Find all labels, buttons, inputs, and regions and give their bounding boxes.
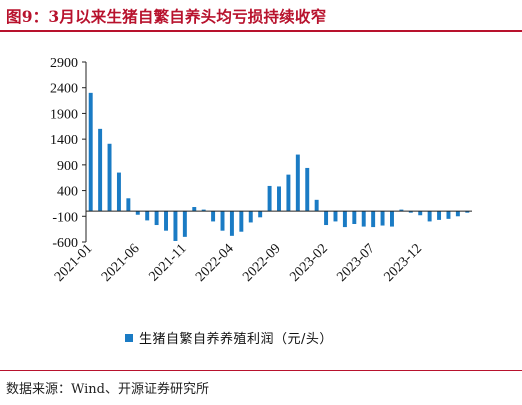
bar-2021-06 (135, 211, 140, 215)
bar-2024-01 (427, 211, 432, 222)
bar-2021-07 (145, 211, 150, 221)
x-tick-label: 2022-09 (240, 241, 284, 285)
bar-2023-03 (333, 211, 338, 222)
bar-2023-08 (380, 211, 385, 226)
bar-2022-03 (220, 211, 225, 231)
bar-2021-05 (126, 198, 131, 212)
bar-2023-11 (408, 211, 413, 213)
chart-title: 图9：3月以来生猪自繁自养头均亏损持续收窄 (6, 7, 327, 26)
profit-bar-chart: 2900 2400 1900 1400 900 400 -100 -600 2021-01 20… (50, 56, 472, 347)
bar-2024-04 (455, 211, 460, 217)
bar-2022-06 (248, 211, 253, 223)
x-tick-label: 2023-07 (334, 241, 378, 285)
bar-2022-11 (295, 154, 300, 212)
bar-2021-01 (88, 92, 93, 212)
x-tick-label: 2021-11 (146, 241, 189, 284)
bar-2021-10 (173, 211, 178, 241)
bar-2023-06 (361, 211, 366, 227)
x-tick-label: 2023-02 (287, 241, 331, 285)
bar-2021-11 (182, 211, 187, 237)
bar-2022-07 (258, 211, 263, 218)
bar-2024-03 (446, 211, 451, 219)
legend-swatch (125, 334, 133, 342)
bar-2023-01 (314, 199, 319, 212)
y-tick-label: -100 (52, 210, 78, 225)
y-tick-label: 2900 (50, 56, 78, 71)
bar-2023-05 (352, 211, 357, 224)
y-tick-label: 1400 (50, 133, 78, 148)
source-note: 数据来源：Wind、开源证券研究所 (6, 382, 209, 397)
bar-2023-10 (399, 209, 404, 212)
bar-2022-02 (211, 211, 216, 222)
bar-2021-09 (164, 211, 168, 231)
title-divider (0, 30, 522, 32)
y-tick-label: -600 (52, 236, 78, 251)
bar-2022-12 (305, 167, 310, 212)
bar-2022-05 (239, 211, 244, 232)
y-tick-label: 2400 (50, 82, 78, 97)
bar-series (88, 92, 470, 241)
source-divider (0, 370, 522, 371)
x-axis: 2021-01 2021-06 2021-11 2022-04 2022-09 2023-… (52, 210, 472, 285)
bar-2022-04 (229, 211, 234, 236)
bar-2023-09 (390, 211, 394, 227)
bar-2023-02 (324, 211, 329, 226)
bar-2023-04 (342, 211, 347, 228)
bar-2021-03 (107, 143, 112, 212)
bar-2022-01 (201, 209, 206, 212)
x-tick-label: 2022-04 (193, 241, 237, 285)
bar-2024-02 (437, 211, 442, 220)
bar-2021-08 (154, 211, 159, 226)
y-axis: 2900 2400 1900 1400 900 400 -100 -600 (50, 56, 87, 251)
bar-2023-07 (371, 211, 376, 228)
bar-2021-02 (98, 128, 103, 212)
legend: 生猪自繁自养养殖利润（元/头） (125, 331, 333, 347)
bar-2022-08 (267, 185, 272, 212)
bar-2024-05 (465, 211, 470, 213)
bar-2022-09 (277, 186, 281, 212)
x-tick-label: 2021-06 (99, 241, 143, 285)
bar-2021-04 (116, 172, 121, 212)
bar-2022-10 (286, 174, 291, 212)
bar-2023-12 (418, 211, 423, 216)
bar-2021-12 (192, 207, 197, 212)
y-tick-label: 1900 (50, 107, 78, 122)
y-tick-label: 400 (57, 185, 78, 200)
x-tick-label: 2023-12 (381, 241, 425, 285)
legend-label: 生猪自繁自养养殖利润（元/头） (139, 331, 333, 347)
y-tick-label: 900 (57, 159, 78, 174)
